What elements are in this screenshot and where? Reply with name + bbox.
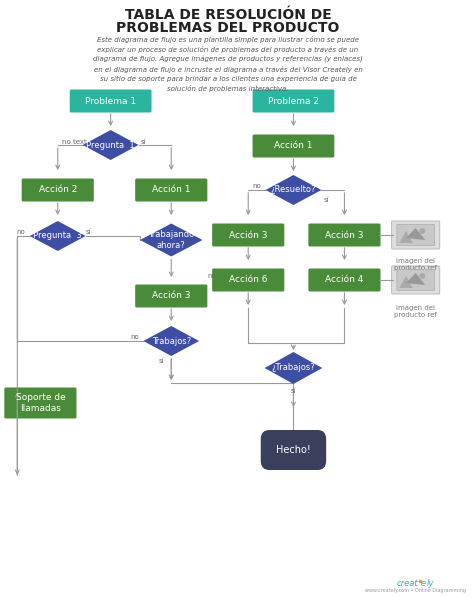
Text: no: no — [130, 334, 139, 340]
Polygon shape — [399, 276, 413, 288]
FancyBboxPatch shape — [212, 269, 284, 291]
Text: sí: sí — [86, 229, 91, 235]
Polygon shape — [264, 352, 322, 384]
Text: Acción 3: Acción 3 — [152, 291, 191, 301]
FancyBboxPatch shape — [135, 178, 207, 202]
Polygon shape — [140, 224, 202, 257]
Text: Problema 2: Problema 2 — [268, 96, 319, 105]
Text: e: e — [420, 579, 426, 588]
Text: creat: creat — [397, 579, 419, 588]
Text: Soporte de
llamadas: Soporte de llamadas — [16, 393, 65, 413]
Polygon shape — [30, 221, 86, 251]
Text: Acción 1: Acción 1 — [152, 185, 191, 194]
Text: sí: sí — [141, 139, 146, 145]
Text: Trabajando
ahora?: Trabajando ahora? — [148, 230, 194, 250]
Text: no: no — [17, 229, 26, 235]
Text: Acción 4: Acción 4 — [325, 276, 364, 285]
Text: imagen del
producto ref: imagen del producto ref — [394, 305, 437, 318]
Text: no: no — [207, 273, 216, 279]
Text: Acción 1: Acción 1 — [274, 142, 313, 151]
Circle shape — [419, 228, 425, 234]
Text: www.creately.com • Online Diagramming: www.creately.com • Online Diagramming — [365, 588, 466, 593]
FancyBboxPatch shape — [392, 266, 440, 294]
Polygon shape — [83, 130, 138, 160]
FancyBboxPatch shape — [253, 90, 334, 112]
Text: Hecho!: Hecho! — [276, 445, 311, 455]
Polygon shape — [406, 228, 425, 240]
Text: Pregunta  3: Pregunta 3 — [33, 231, 82, 240]
Text: Este diagrama de flujo es una plantilla simple para ilustrar cómo se puede
expli: Este diagrama de flujo es una plantilla … — [93, 36, 363, 92]
FancyBboxPatch shape — [309, 224, 381, 246]
FancyBboxPatch shape — [392, 221, 440, 249]
Text: imagen del
producto ref: imagen del producto ref — [394, 258, 437, 271]
Text: ¿Trabajos?: ¿Trabajos? — [272, 364, 315, 373]
Text: sí: sí — [323, 197, 329, 203]
FancyBboxPatch shape — [212, 224, 284, 246]
FancyBboxPatch shape — [4, 388, 76, 419]
Text: Acción 2: Acción 2 — [38, 185, 77, 194]
FancyBboxPatch shape — [397, 224, 434, 246]
FancyBboxPatch shape — [261, 430, 326, 470]
FancyBboxPatch shape — [253, 135, 334, 157]
Polygon shape — [399, 231, 413, 243]
Text: no text: no text — [62, 139, 86, 145]
Text: Acción 3: Acción 3 — [325, 230, 364, 240]
Polygon shape — [265, 175, 321, 205]
Text: Acción 3: Acción 3 — [229, 230, 267, 240]
Text: ly: ly — [426, 579, 434, 588]
Polygon shape — [406, 273, 425, 285]
Text: PROBLEMAS DEL PRODUCTO: PROBLEMAS DEL PRODUCTO — [116, 21, 340, 35]
Polygon shape — [143, 326, 199, 356]
Text: sí: sí — [159, 358, 164, 364]
Text: ¿Resuelto?: ¿Resuelto? — [271, 185, 316, 194]
Text: sí: sí — [291, 388, 296, 394]
Text: TABLA DE RESOLUCIÓN DE: TABLA DE RESOLUCIÓN DE — [125, 8, 331, 22]
Text: no: no — [253, 183, 261, 189]
FancyBboxPatch shape — [397, 270, 434, 291]
FancyBboxPatch shape — [70, 90, 152, 112]
Text: Trabajos?: Trabajos? — [152, 337, 191, 346]
FancyBboxPatch shape — [22, 178, 94, 202]
Text: Problema 1: Problema 1 — [85, 96, 136, 105]
Circle shape — [419, 273, 425, 279]
FancyBboxPatch shape — [135, 285, 207, 307]
Text: Pregunta  1: Pregunta 1 — [86, 141, 135, 150]
FancyBboxPatch shape — [309, 269, 381, 291]
Text: Acción 6: Acción 6 — [229, 276, 267, 285]
